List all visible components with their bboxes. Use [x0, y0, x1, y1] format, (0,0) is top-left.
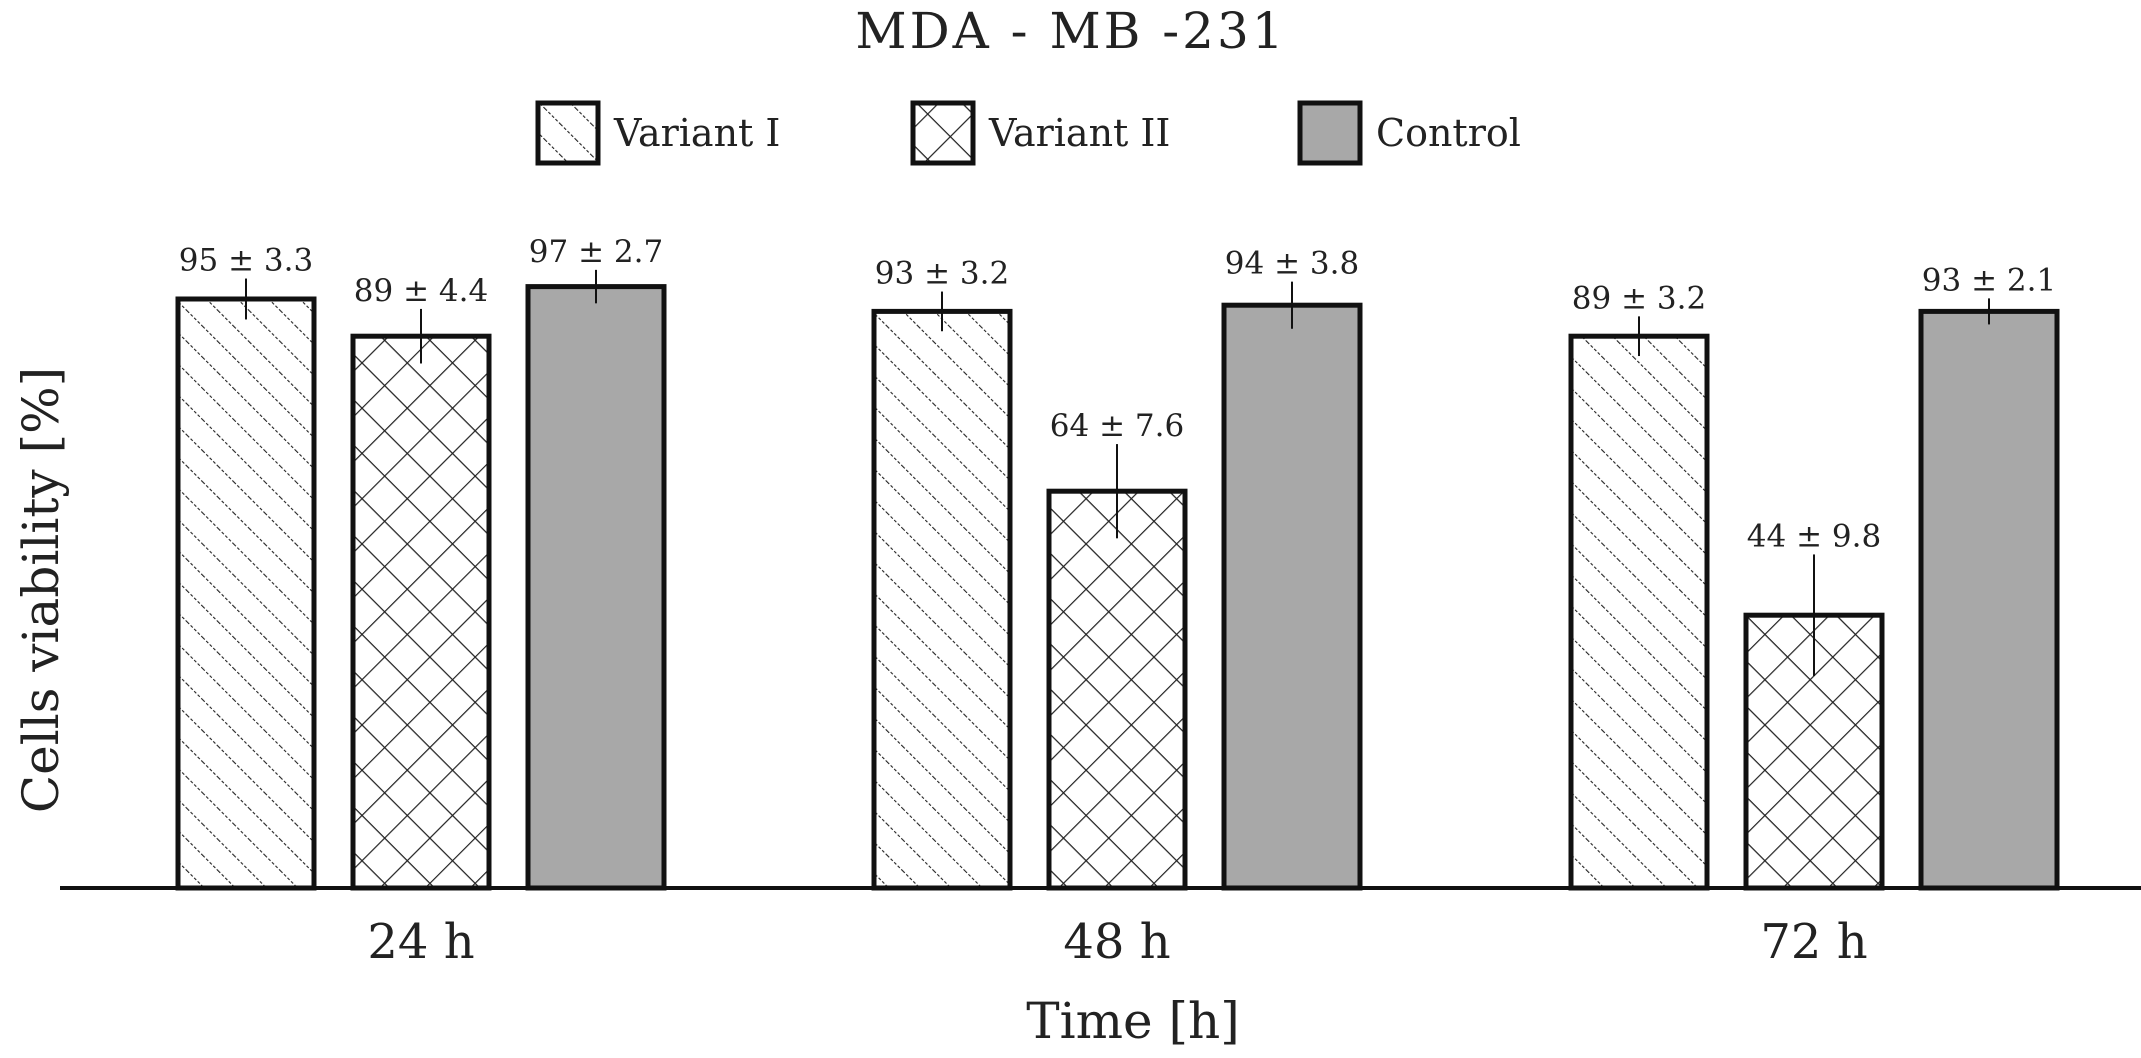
- legend: Variant I Variant II Control: [535, 100, 1521, 166]
- bar-control-48h: [1221, 302, 1363, 891]
- bar-control-24h: [525, 284, 667, 891]
- bar-variant-i-24h: [175, 296, 317, 891]
- value-label: 44 ± 9.8: [1747, 518, 1881, 554]
- value-label: 93 ± 3.2: [875, 256, 1009, 292]
- bar-variant-i-48h: [871, 308, 1013, 891]
- value-label: 89 ± 3.2: [1572, 280, 1706, 316]
- x-tick-label: 24 h: [367, 914, 474, 970]
- legend-label: Variant I: [613, 111, 780, 155]
- y-axis-label: Cells viability [%]: [12, 367, 70, 813]
- x-tick-label: 72 h: [1760, 914, 1867, 970]
- bar-variant-i-72h: [1568, 333, 1710, 891]
- chart-title: MDA - MB -231: [855, 2, 1286, 60]
- x-tick-labels: 24 h 48 h 72 h: [367, 914, 1867, 970]
- legend-label: Control: [1376, 111, 1521, 155]
- value-label: 64 ± 7.6: [1050, 408, 1184, 444]
- x-tick-label: 48 h: [1063, 914, 1170, 970]
- value-label: 97 ± 2.7: [529, 234, 663, 270]
- legend-swatch-variant-i: [535, 100, 601, 166]
- bar-control-72h: [1918, 308, 2060, 891]
- value-label: 95 ± 3.3: [179, 243, 313, 279]
- error-bars-group: [245, 269, 1990, 676]
- legend-swatch-variant-ii: [910, 100, 976, 166]
- bar-variant-ii-24h: [350, 333, 492, 891]
- value-label: 93 ± 2.1: [1922, 262, 2056, 298]
- value-label: 94 ± 3.8: [1225, 246, 1359, 282]
- legend-swatch-control: [1297, 100, 1363, 166]
- bar-variant-ii-48h: [1046, 488, 1188, 891]
- value-labels-group: 95 ± 3.3 89 ± 4.4 97 ± 2.7 93 ± 3.2 64 ± 7.6…: [179, 234, 2056, 555]
- x-axis-label: Time [h]: [1026, 992, 1239, 1050]
- legend-label: Variant II: [988, 111, 1170, 155]
- bars-group: [175, 284, 2060, 891]
- value-label: 89 ± 4.4: [354, 273, 488, 309]
